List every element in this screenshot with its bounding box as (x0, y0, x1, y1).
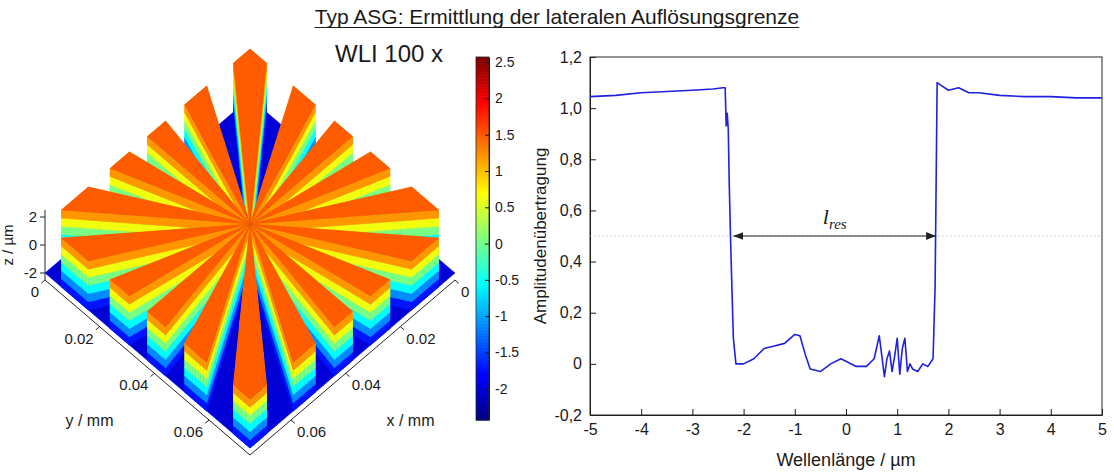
x-tick-label: 0.02 (406, 330, 435, 347)
x-tick-label: 0.06 (297, 423, 326, 440)
sector-top (61, 187, 250, 224)
title-underline (315, 27, 799, 28)
title: Typ ASG: Ermittlung der lateralen Auflös… (315, 5, 799, 28)
x-axis-line (250, 280, 455, 455)
x-tick (400, 327, 404, 330)
surface-axes: 00.020.040.0600.020.040.06-202x / mmy / … (0, 208, 469, 455)
walls (61, 49, 438, 448)
sector-top (61, 224, 250, 261)
y-tick-label: 0.04 (119, 376, 148, 393)
sector-top (110, 224, 250, 296)
y-tick (151, 373, 155, 376)
x-tick (346, 373, 350, 376)
wall (250, 407, 251, 415)
raised-sectors (61, 49, 438, 399)
x-tick (291, 420, 295, 423)
x-tick (455, 280, 459, 283)
y-tick-label: 0 (31, 283, 39, 300)
y-axis-line (45, 280, 250, 455)
wall (250, 415, 251, 423)
y-tick-label: 0.02 (64, 330, 93, 347)
wall (250, 399, 251, 407)
page: Typ ASG: Ermittlung der lateralen Auflös… (0, 0, 1114, 476)
sector-top (250, 224, 315, 362)
sector-top (185, 86, 250, 224)
y-tick (96, 327, 100, 330)
figure: Typ ASG: Ermittlung der lateralen Auflös… (0, 0, 1114, 476)
y-tick (41, 280, 45, 283)
sector-top (250, 224, 439, 261)
sector-top (250, 121, 353, 224)
wall (250, 432, 251, 440)
surface-plot (45, 49, 455, 448)
x-tick-label: 0 (461, 283, 469, 300)
x-tick-label: 0.04 (352, 376, 381, 393)
wall (250, 424, 251, 432)
wall (250, 440, 251, 448)
